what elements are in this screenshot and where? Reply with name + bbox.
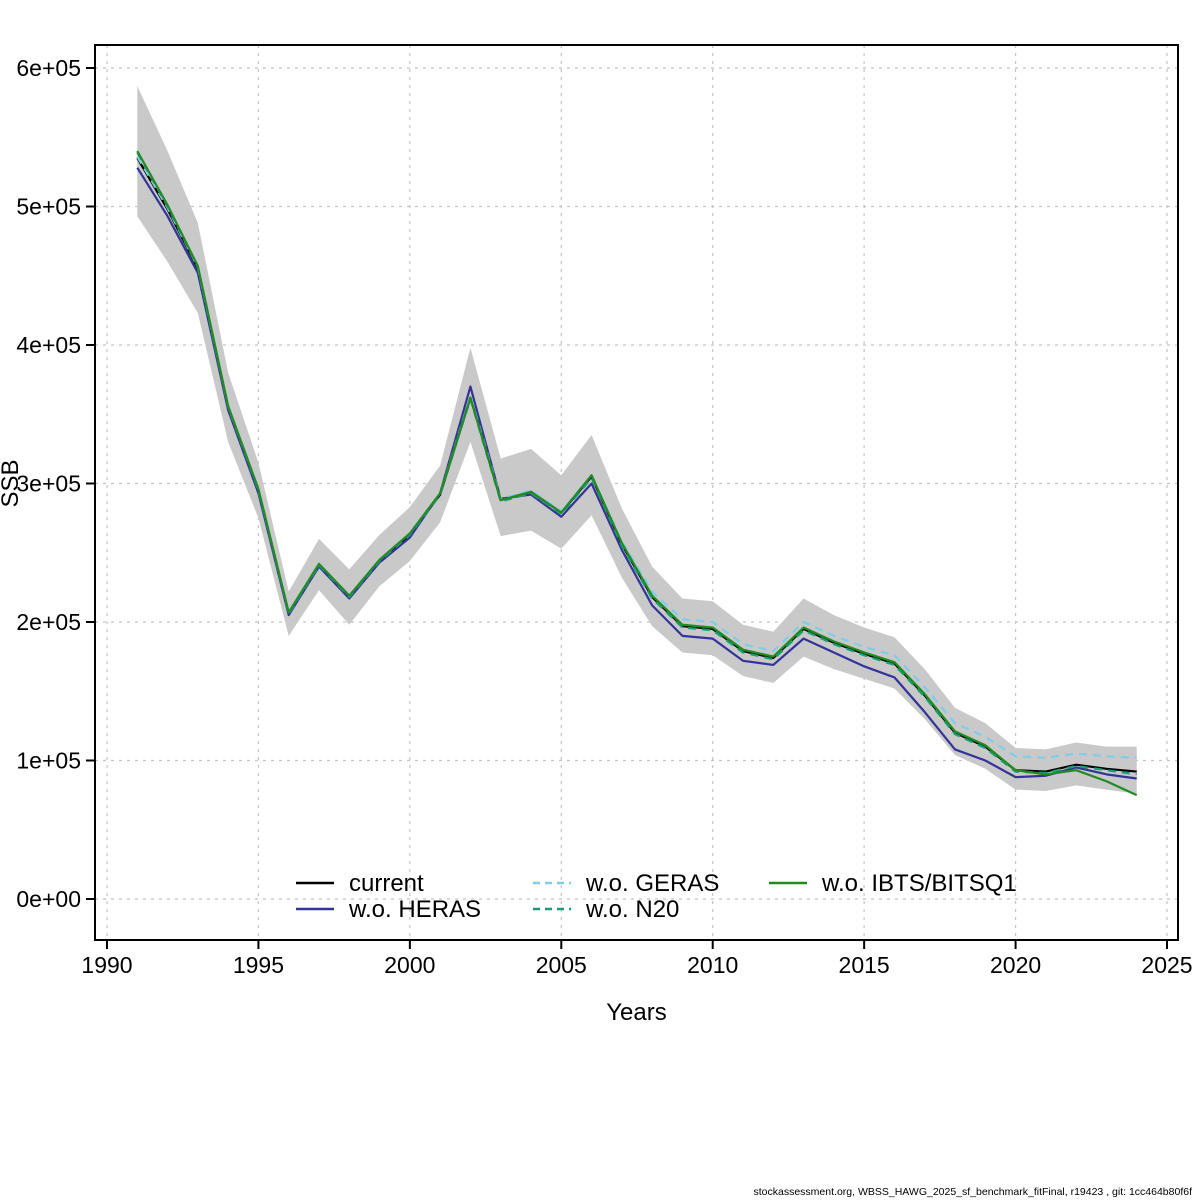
- series-line-w-o-n20: [136, 151, 1137, 776]
- x-tick-label: 2020: [990, 952, 1041, 978]
- y-tick-label: 5e+05: [16, 194, 81, 220]
- confidence-band: [137, 86, 1137, 794]
- y-tick-label: 6e+05: [16, 55, 81, 81]
- legend-label-w-o-geras: w.o. GERAS: [585, 870, 719, 897]
- series-line-w-o-heras: [136, 167, 1137, 780]
- x-tick-label: 2025: [1141, 952, 1192, 978]
- legend-label-w-o-heras: w.o. HERAS: [348, 896, 481, 923]
- y-tick-label: 1e+05: [16, 748, 81, 774]
- y-tick-label: 2e+05: [16, 609, 81, 635]
- x-tick-label: 2005: [536, 952, 587, 978]
- y-tick-label: 3e+05: [16, 471, 81, 497]
- series-line-w-o-ibts-bitsq1: [136, 150, 1138, 797]
- footer-attribution: stockassessment.org, WBSS_HAWG_2025_sf_b…: [753, 1186, 1193, 1198]
- x-tick-label: 2010: [687, 952, 738, 978]
- y-tick-label: 0e+00: [16, 886, 81, 912]
- x-tick-label: 1995: [233, 952, 284, 978]
- legend-label-current: current: [349, 870, 424, 897]
- y-tick-label: 4e+05: [16, 332, 81, 358]
- series-line-current: [136, 157, 1137, 773]
- plot-box: [94, 44, 1179, 941]
- x-tick-label: 2000: [384, 952, 435, 978]
- x-tick-label: 1990: [81, 952, 132, 978]
- legend-label-w-o-n20: w.o. N20: [585, 896, 679, 923]
- legend-label-w-o-ibts-bitsq1: w.o. IBTS/BITSQ1: [821, 870, 1017, 897]
- y-axis-title: SSB: [0, 459, 24, 507]
- series-line-w-o-geras: [136, 156, 1137, 759]
- x-axis-title: Years: [606, 999, 667, 1026]
- x-tick-label: 2015: [839, 952, 890, 978]
